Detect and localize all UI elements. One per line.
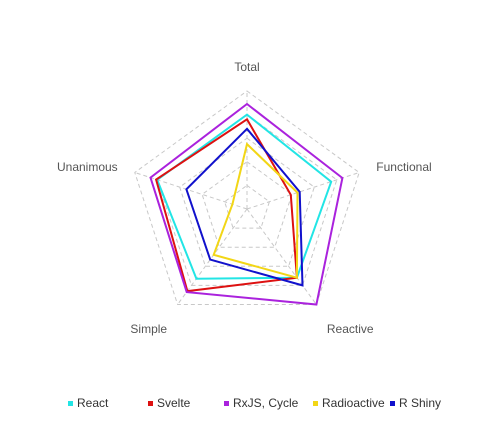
legend-swatch <box>148 401 153 406</box>
axis-spoke-unanimous <box>134 172 248 210</box>
legend-item-rxjs-cycle[interactable]: RxJS, Cycle <box>224 396 299 410</box>
legend-item-r-shiny[interactable]: R Shiny <box>390 396 441 410</box>
series-rxjs-cycle[interactable] <box>149 102 344 306</box>
legend-swatch <box>224 401 229 406</box>
legend-label: Svelte <box>157 396 191 410</box>
axis-label-simple: Simple <box>130 322 167 336</box>
legend-label: RxJS, Cycle <box>233 396 299 410</box>
legend-label: R Shiny <box>399 396 441 410</box>
legend-swatch <box>390 401 395 406</box>
axis-label-unanimous: Unanimous <box>57 160 118 174</box>
axis-label-reactive: Reactive <box>327 322 374 336</box>
axis-layer <box>134 91 360 305</box>
grid-ring-5 <box>134 90 360 305</box>
axis-labels: Total Functional Reactive Simple Unanimous <box>57 60 432 336</box>
grid-ring-3 <box>179 137 315 267</box>
series-r-shiny[interactable] <box>185 127 304 287</box>
axis-spoke-functional <box>246 172 360 210</box>
legend-item-radioactive[interactable]: Radioactive <box>313 396 385 410</box>
series-layer <box>149 102 344 306</box>
legend-swatch <box>313 401 318 406</box>
axis-label-functional: Functional <box>376 160 431 174</box>
axis-spoke-reactive <box>246 208 317 305</box>
legend-item-react[interactable]: React <box>68 396 109 410</box>
legend[interactable]: React Svelte RxJS, Cycle Radioactive R Shiny <box>68 396 441 410</box>
series-radioactive[interactable] <box>212 142 299 280</box>
grid-ring-1 <box>224 184 270 229</box>
grid-ring-2 <box>201 161 293 248</box>
series-svelte[interactable] <box>154 117 298 293</box>
legend-label: Radioactive <box>322 396 385 410</box>
axis-spoke-simple <box>177 208 248 305</box>
legend-label: React <box>77 396 109 410</box>
legend-swatch <box>68 401 73 406</box>
axis-label-total: Total <box>234 60 259 74</box>
legend-item-svelte[interactable]: Svelte <box>148 396 191 410</box>
